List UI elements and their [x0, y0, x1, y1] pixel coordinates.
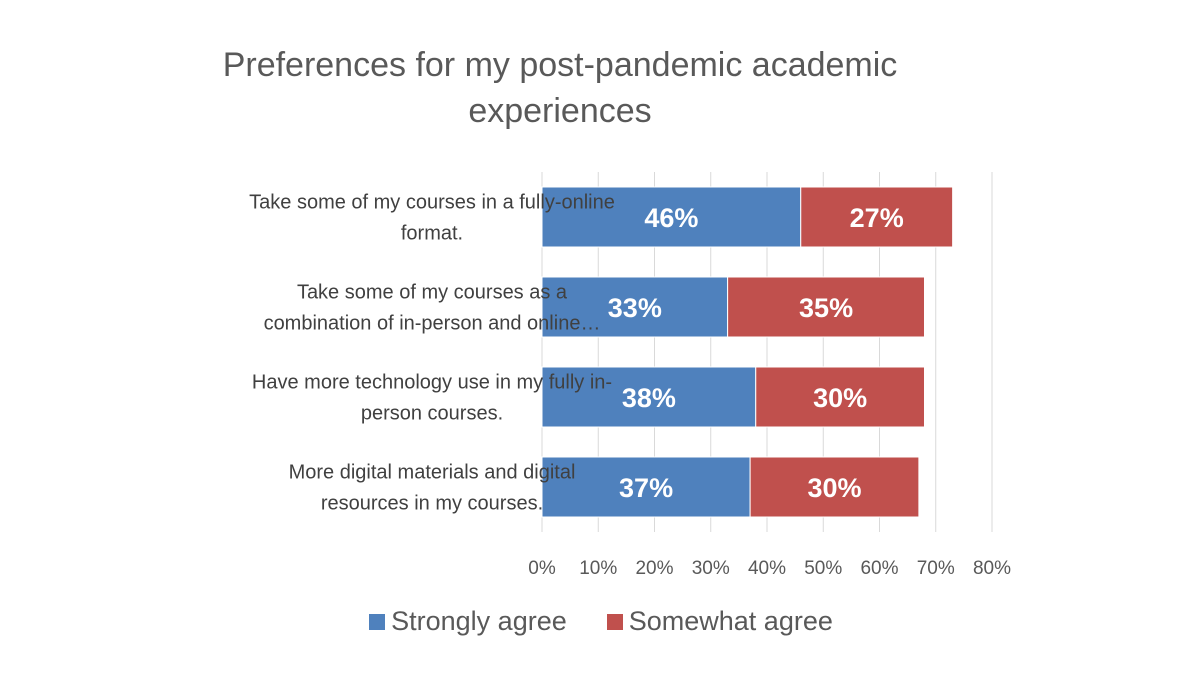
chart-title: Preferences for my post-pandemic academi…: [222, 46, 898, 130]
legend-label-strongly-agree: Strongly agree: [391, 606, 567, 636]
x-tick-label: 20%: [635, 558, 673, 579]
data-label: 38%: [622, 383, 676, 413]
legend-item-somewhat-agree: Somewhat agree: [606, 606, 833, 637]
x-tick-label: 0%: [528, 558, 556, 579]
bar-strongly-agree: [541, 366, 757, 428]
category-label: resources in my courses.: [321, 493, 543, 515]
x-tick-label: 60%: [860, 558, 898, 579]
bar-somewhat-agree: [800, 186, 954, 248]
category-label: Take some of my courses in a fully-onlin…: [249, 192, 615, 214]
data-label: 27%: [850, 203, 904, 233]
bar-strongly-agree: [541, 186, 802, 248]
legend-swatch-somewhat-agree: [606, 613, 623, 630]
category-label: Have more technology use in my fully in-: [252, 372, 612, 394]
category-label: More digital materials and digital: [289, 462, 576, 484]
category-label: format.: [401, 223, 463, 245]
x-tick-label: 30%: [692, 558, 730, 579]
data-label: 30%: [807, 473, 861, 503]
legend: Strongly agree Somewhat agree: [0, 606, 1202, 637]
data-label: 46%: [644, 203, 698, 233]
data-label: 33%: [608, 293, 662, 323]
x-tick-label: 40%: [748, 558, 786, 579]
data-label: 35%: [799, 293, 853, 323]
bar-somewhat-agree: [755, 366, 925, 428]
legend-item-strongly-agree: Strongly agree: [369, 606, 567, 637]
data-label: 30%: [813, 383, 867, 413]
x-tick-label: 50%: [804, 558, 842, 579]
bar-strongly-agree: [541, 276, 729, 338]
x-tick-label: 70%: [917, 558, 955, 579]
x-tick-label: 80%: [973, 558, 1011, 579]
bar-strongly-agree: [541, 456, 751, 518]
x-tick-label: 10%: [579, 558, 617, 579]
bar-somewhat-agree: [727, 276, 925, 338]
legend-label-somewhat-agree: Somewhat agree: [628, 606, 833, 636]
data-label: 37%: [619, 473, 673, 503]
category-label: combination of in-person and online…: [264, 313, 601, 335]
category-label: person courses.: [361, 403, 503, 425]
category-label: Take some of my courses as a: [297, 282, 568, 304]
legend-swatch-strongly-agree: [369, 613, 386, 630]
bar-somewhat-agree: [749, 456, 920, 518]
